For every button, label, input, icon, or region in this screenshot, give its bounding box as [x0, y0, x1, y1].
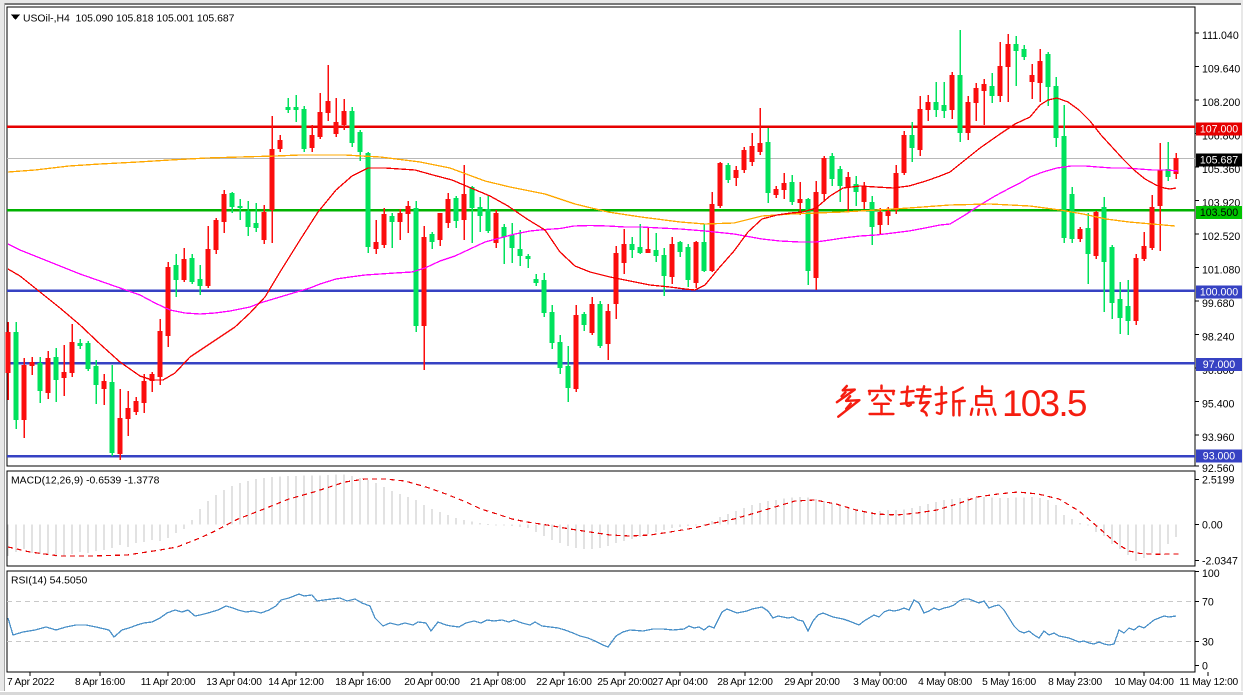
svg-text:30: 30 [1202, 636, 1214, 648]
svg-text:22 Apr 16:00: 22 Apr 16:00 [536, 677, 592, 688]
svg-text:20 Apr 00:00: 20 Apr 00:00 [404, 677, 460, 688]
svg-text:109.640: 109.640 [1202, 64, 1240, 76]
svg-text:MACD(12,26,9) -0.6539 -1.3778: MACD(12,26,9) -0.6539 -1.3778 [11, 476, 160, 487]
svg-text:3 May 00:00: 3 May 00:00 [853, 677, 907, 688]
svg-text:103.5: 103.5 [1002, 383, 1087, 424]
svg-text:100.000: 100.000 [1200, 287, 1238, 299]
svg-text:11 May 12:00: 11 May 12:00 [1179, 677, 1238, 688]
svg-text:103.500: 103.500 [1200, 207, 1238, 219]
svg-text:8 Apr 16:00: 8 Apr 16:00 [75, 677, 125, 688]
svg-text:USOil-,H4 105.090 105.818 105: USOil-,H4 105.090 105.818 105.001 105.68… [23, 14, 235, 25]
svg-text:25 Apr 20:00: 25 Apr 20:00 [597, 677, 653, 688]
svg-text:10 May 04:00: 10 May 04:00 [1114, 677, 1174, 688]
svg-text:8 May 23:00: 8 May 23:00 [1048, 677, 1102, 688]
svg-text:-2.0347: -2.0347 [1202, 556, 1238, 568]
svg-text:105.360: 105.360 [1202, 164, 1240, 176]
svg-text:111.040: 111.040 [1202, 30, 1239, 42]
svg-text:18 Apr 16:00: 18 Apr 16:00 [335, 677, 391, 688]
svg-text:70: 70 [1202, 597, 1214, 609]
svg-text:28 Apr 12:00: 28 Apr 12:00 [717, 677, 773, 688]
svg-text:92.560: 92.560 [1202, 463, 1235, 475]
svg-text:5 May 16:00: 5 May 16:00 [982, 677, 1036, 688]
svg-text:93.000: 93.000 [1203, 451, 1236, 463]
svg-text:4 May 08:00: 4 May 08:00 [918, 677, 972, 688]
svg-text:101.080: 101.080 [1202, 265, 1240, 277]
svg-text:0.00: 0.00 [1202, 520, 1223, 532]
svg-text:27 Apr 04:00: 27 Apr 04:00 [652, 677, 708, 688]
svg-text:99.680: 99.680 [1202, 298, 1235, 310]
svg-text:21 Apr 08:00: 21 Apr 08:00 [470, 677, 526, 688]
svg-text:102.520: 102.520 [1202, 231, 1240, 243]
svg-text:107.000: 107.000 [1200, 124, 1238, 136]
svg-text:RSI(14) 54.5050: RSI(14) 54.5050 [11, 576, 87, 587]
svg-text:97.000: 97.000 [1203, 359, 1236, 371]
svg-text:98.240: 98.240 [1202, 332, 1235, 344]
svg-text:93.960: 93.960 [1202, 432, 1235, 444]
svg-text:13 Apr 04:00: 13 Apr 04:00 [206, 677, 262, 688]
svg-text:100: 100 [1202, 568, 1220, 580]
svg-text:14 Apr 12:00: 14 Apr 12:00 [268, 677, 324, 688]
svg-text:2.5199: 2.5199 [1202, 475, 1235, 487]
svg-text:105.687: 105.687 [1200, 155, 1238, 167]
svg-text:11 Apr 20:00: 11 Apr 20:00 [141, 677, 196, 688]
svg-text:108.200: 108.200 [1202, 97, 1240, 109]
svg-text:29 Apr 20:00: 29 Apr 20:00 [784, 677, 840, 688]
svg-text:7 Apr 2022: 7 Apr 2022 [7, 677, 55, 688]
svg-text:95.400: 95.400 [1202, 399, 1235, 411]
svg-text:0: 0 [1202, 661, 1208, 673]
